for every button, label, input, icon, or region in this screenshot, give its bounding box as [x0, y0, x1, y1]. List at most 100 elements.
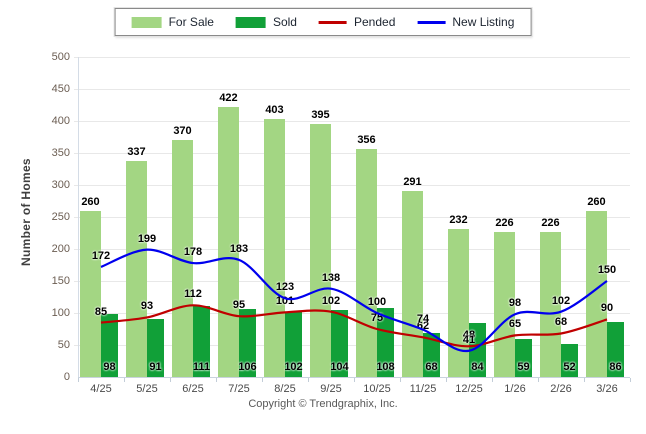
gridline	[74, 57, 630, 58]
value-label-new-listing: 178	[183, 246, 203, 259]
value-label-for-sale: 422	[219, 91, 238, 104]
x-tick-label: 12/25	[455, 383, 483, 395]
legend-label-for-sale: For Sale	[168, 15, 214, 29]
value-label-for-sale: 337	[127, 146, 146, 159]
x-tick-label: 3/26	[596, 383, 618, 395]
x-axis-tick	[216, 378, 217, 382]
value-label-for-sale: 403	[265, 104, 284, 117]
x-tick-label: 5/25	[136, 383, 158, 395]
value-label-sold: 104	[330, 361, 349, 373]
legend-item-sold: Sold	[235, 15, 297, 29]
bar-for-sale	[356, 149, 377, 377]
x-axis-tick	[538, 378, 539, 382]
x-tick-label: 10/25	[363, 383, 391, 395]
bar-sold	[607, 321, 624, 377]
value-label-pended: 102	[321, 294, 341, 307]
value-label-sold: 108	[376, 361, 395, 373]
value-label-pended: 68	[554, 316, 568, 329]
value-label-for-sale: 291	[403, 175, 422, 188]
sold-swatch-icon	[235, 16, 266, 28]
value-label-new-listing: 102	[551, 294, 571, 307]
value-label-sold: 84	[471, 361, 484, 373]
value-label-sold: 52	[563, 361, 576, 373]
gridline	[74, 121, 630, 122]
copyright-footer: Copyright © Trendgraphix, Inc.	[248, 398, 398, 410]
x-tick-label: 6/25	[182, 383, 204, 395]
value-label-new-listing: 183	[229, 242, 249, 255]
value-label-new-listing: 150	[597, 264, 617, 276]
bar-for-sale	[310, 124, 331, 377]
x-axis-tick	[630, 378, 631, 382]
legend-label-pended: Pended	[353, 15, 396, 29]
y-tick-label: 150	[51, 275, 70, 287]
gridline	[74, 217, 630, 218]
value-label-for-sale: 395	[311, 109, 330, 122]
legend-item-for-sale: For Sale	[131, 15, 214, 29]
value-label-sold: 91	[149, 361, 162, 373]
value-label-for-sale: 232	[449, 213, 468, 226]
value-label-for-sale: 226	[495, 217, 514, 230]
pended-swatch-icon	[318, 20, 347, 24]
x-tick-label: 8/25	[274, 383, 296, 395]
value-label-new-listing: 74	[416, 312, 430, 325]
y-axis-title: Number of Homes	[19, 158, 33, 266]
value-label-pended: 93	[140, 300, 154, 313]
value-label-for-sale: 260	[81, 195, 100, 208]
value-label-for-sale: 370	[173, 125, 192, 138]
chart-legend: For Sale Sold Pended New Listing	[114, 8, 532, 36]
value-label-pended: 75	[370, 312, 384, 324]
for-sale-swatch-icon	[131, 16, 162, 28]
x-axis-tick	[584, 378, 585, 382]
x-tick-label: 7/25	[228, 383, 250, 395]
value-label-new-listing: 41	[462, 333, 476, 346]
bar-for-sale	[586, 210, 607, 377]
x-axis-tick	[400, 378, 401, 382]
gridline	[74, 89, 630, 90]
y-tick-label: 300	[51, 179, 70, 191]
bar-for-sale	[402, 190, 423, 377]
value-label-sold: 111	[192, 361, 211, 373]
x-axis-line	[78, 377, 630, 378]
x-axis-tick	[492, 378, 493, 382]
x-axis-tick	[446, 378, 447, 382]
bar-for-sale	[172, 140, 193, 377]
value-label-for-sale: 356	[357, 134, 376, 147]
x-tick-label: 4/25	[90, 383, 112, 395]
bar-for-sale	[264, 119, 285, 377]
legend-item-new-listing: New Listing	[417, 15, 514, 29]
x-tick-label: 2/26	[550, 383, 572, 395]
x-axis-tick	[78, 378, 79, 382]
x-axis-tick	[170, 378, 171, 382]
value-label-new-listing: 98	[508, 297, 522, 310]
legend-label-new-listing: New Listing	[452, 15, 515, 29]
bar-sold	[561, 343, 578, 377]
y-tick-label: 250	[51, 211, 70, 223]
value-label-new-listing: 138	[321, 271, 341, 284]
value-label-new-listing: 123	[275, 281, 295, 294]
value-label-sold: 106	[238, 361, 257, 373]
x-tick-label: 11/25	[409, 383, 437, 395]
value-label-sold: 68	[425, 361, 438, 373]
y-tick-label: 450	[51, 83, 70, 95]
value-label-new-listing: 172	[91, 249, 111, 262]
y-tick-label: 500	[51, 51, 70, 63]
bar-for-sale	[126, 161, 147, 377]
value-label-pended: 65	[508, 318, 522, 331]
value-label-for-sale: 260	[587, 195, 606, 208]
value-label-new-listing: 100	[367, 296, 387, 308]
y-tick-label: 350	[51, 147, 70, 159]
legend-item-pended: Pended	[318, 15, 396, 29]
value-label-for-sale: 226	[541, 217, 560, 230]
x-axis-tick	[308, 378, 309, 382]
new-listing-swatch-icon	[417, 20, 446, 24]
y-axis-line	[78, 57, 79, 377]
y-tick-label: 50	[57, 339, 70, 351]
value-label-sold: 98	[103, 361, 116, 373]
x-axis-tick	[124, 378, 125, 382]
legend-label-sold: Sold	[272, 15, 297, 29]
gridline	[74, 153, 630, 154]
bar-for-sale	[448, 228, 469, 377]
x-tick-label: 1/26	[504, 383, 526, 395]
bar-for-sale	[80, 210, 101, 377]
